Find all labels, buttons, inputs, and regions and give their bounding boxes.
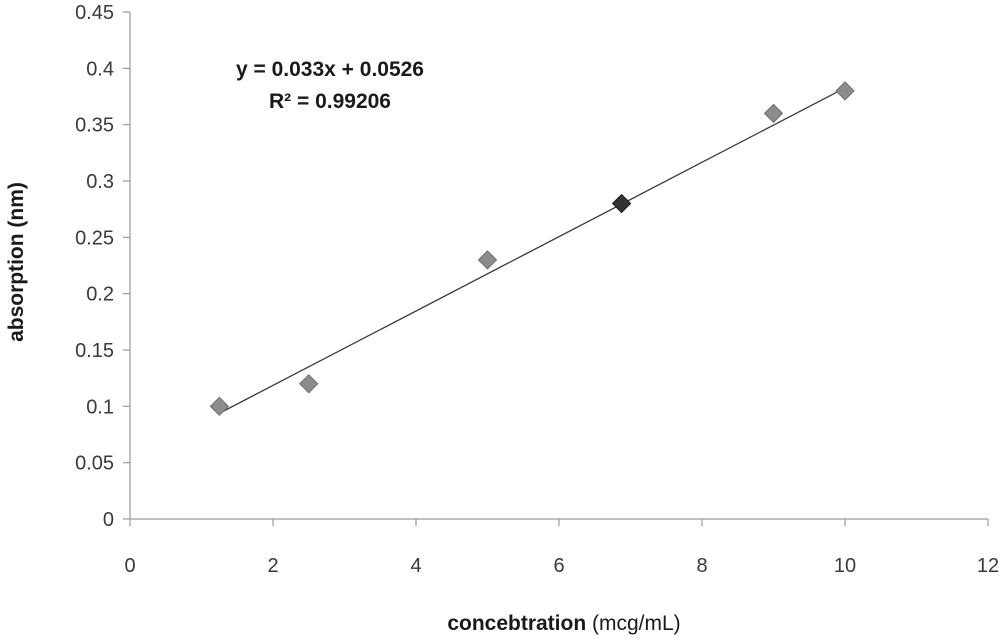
data-points (209, 81, 855, 417)
trendline (219, 87, 846, 414)
y-tick-label: 0.05 (75, 453, 114, 475)
x-axis: 0 2 4 6 8 10 12 (124, 518, 999, 577)
y-tick-label: 0.2 (86, 284, 114, 306)
data-point (209, 396, 230, 417)
x-tick-label: 4 (410, 555, 421, 577)
y-tick-label: 0.35 (75, 115, 114, 137)
x-axis-title-unit: (mcg/mL) (586, 612, 681, 635)
data-point (763, 103, 784, 124)
data-point (477, 250, 498, 270)
y-axis-title: absorption (nm) (5, 182, 28, 342)
x-tick-label: 0 (124, 555, 135, 577)
y-tick-label: 0.25 (75, 227, 114, 249)
data-point (299, 374, 319, 394)
r-squared-label: R² = 0.99206 (269, 90, 391, 113)
y-tick-label: 0.45 (75, 2, 114, 24)
y-axis: 0 0.05 0.1 0.15 0.2 0.25 0.3 0.35 0.4 0.45 (75, 2, 131, 531)
x-axis-title: concebtration (mcg/mL) (447, 612, 680, 635)
y-tick-label: 0 (103, 509, 114, 531)
trendline-group (219, 87, 846, 414)
equation-label: y = 0.033x + 0.0526 (236, 58, 424, 81)
data-point (611, 193, 632, 214)
x-tick-label: 8 (696, 555, 707, 577)
y-tick-label: 0.3 (86, 171, 114, 193)
x-axis-title-main: concebtration (447, 612, 586, 635)
data-point (835, 81, 855, 101)
x-tick-label: 2 (267, 555, 278, 577)
y-tick-label: 0.15 (75, 340, 114, 362)
y-tick-label: 0.1 (86, 396, 114, 418)
x-tick-label: 10 (834, 555, 856, 577)
y-tick-label: 0.4 (86, 58, 114, 80)
x-tick-label: 12 (977, 555, 999, 577)
x-tick-label: 6 (553, 555, 564, 577)
